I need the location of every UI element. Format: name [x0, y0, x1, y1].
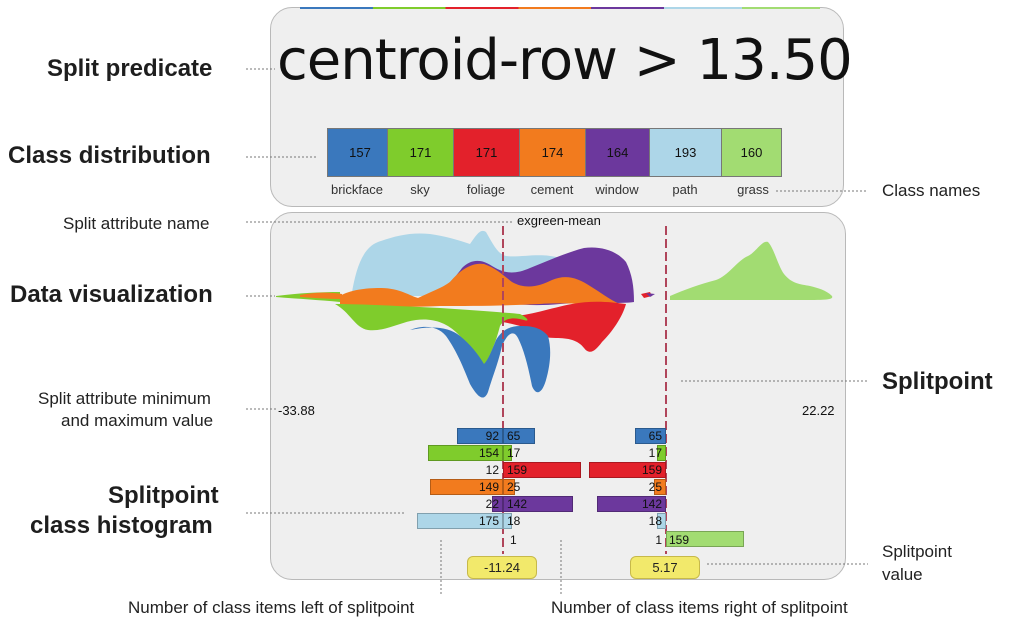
label-splitpoint: Splitpoint — [882, 368, 993, 395]
label-splitpoint-value-line1: Splitpoint — [882, 542, 952, 561]
class-name-window: window — [595, 182, 639, 197]
label-split-predicate: Split predicate — [47, 55, 213, 82]
hist-bar — [428, 445, 503, 461]
hist-count-right: 17 — [507, 446, 521, 460]
stream-grass — [670, 241, 833, 300]
hist-count-left: 65 — [648, 429, 662, 443]
hist-count-right: 1 — [510, 533, 517, 547]
class-name-path: path — [672, 182, 698, 197]
hist-bar — [666, 531, 744, 547]
class-name-foliage: foliage — [466, 182, 506, 197]
class-name-cement: cement — [530, 182, 574, 197]
hist-bar — [417, 513, 503, 529]
class-distribution-window: 164 — [585, 128, 650, 177]
stream-sky — [335, 304, 528, 366]
class-name-brickface: brickface — [330, 182, 384, 197]
label-left-items: Number of class items left of splitpoint — [128, 598, 415, 617]
class-name-grass: grass — [737, 182, 769, 197]
hist-count-left: 154 — [478, 446, 499, 460]
hist-bar — [457, 428, 503, 444]
class-distribution-grass: 160 — [721, 128, 782, 177]
label-right-items: Number of class items right of splitpoin… — [551, 598, 848, 617]
class-distribution-foliage: 171 — [453, 128, 520, 177]
split-attribute-name: exgreen-mean — [517, 213, 601, 228]
hist-bar — [589, 462, 666, 478]
splitpoint-value-left: -11.24 — [467, 556, 537, 579]
hist-count-left: 22 — [485, 497, 499, 511]
label-min-max-line1: Split attribute minimum — [38, 389, 211, 408]
hist-bar — [503, 462, 581, 478]
hist-count-left: 175 — [478, 514, 499, 528]
hist-count-right: 25 — [507, 480, 521, 494]
stream-cement — [340, 263, 620, 307]
class-distribution-path: 193 — [649, 128, 722, 177]
hist-bar — [503, 496, 573, 512]
hist-count-left: 142 — [641, 497, 662, 511]
hist-count-left: 17 — [648, 446, 662, 460]
hist-bar — [503, 513, 512, 529]
label-splitpoint-histogram-line1: Splitpoint — [108, 482, 219, 509]
label-data-visualization: Data visualization — [10, 281, 213, 308]
hist-count-left: 1 — [655, 533, 662, 547]
class-distribution-brickface: 157 — [327, 128, 393, 177]
hist-bar — [492, 496, 503, 512]
hist-count-left: 18 — [648, 514, 662, 528]
attribute-max-value: 22.22 — [802, 403, 835, 418]
stream-mid-marker2 — [646, 293, 655, 297]
stream-left-tail-orange — [300, 292, 342, 299]
hist-count-right: 159 — [669, 533, 690, 547]
splitpoint-value-right: 5.17 — [630, 556, 700, 579]
hist-bar — [503, 445, 512, 461]
attribute-min-value: -33.88 — [278, 403, 315, 418]
hist-bar — [657, 445, 666, 461]
hist-count-left: 92 — [485, 429, 499, 443]
label-class-distribution: Class distribution — [8, 142, 211, 169]
hist-bar — [597, 496, 666, 512]
hist-bar — [635, 428, 666, 444]
hist-count-left: 12 — [485, 463, 499, 477]
hist-count-right: 142 — [507, 497, 528, 511]
color-strip — [300, 7, 820, 9]
hist-count-left: 159 — [641, 463, 662, 477]
label-class-names: Class names — [882, 181, 981, 200]
label-splitpoint-histogram-line2: class histogram — [30, 512, 213, 539]
label-splitpoint-value-line2: value — [882, 565, 923, 584]
hist-bar — [503, 428, 535, 444]
hist-count-left: 25 — [648, 480, 662, 494]
hist-bar — [430, 479, 503, 495]
hist-bar — [503, 479, 515, 495]
hist-count-left: 149 — [478, 480, 499, 494]
stream-brickface — [410, 326, 551, 398]
hist-count-right: 65 — [507, 429, 521, 443]
hist-bar — [654, 479, 666, 495]
class-name-sky: sky — [410, 182, 430, 197]
label-split-attribute-name: Split attribute name — [63, 214, 210, 233]
hist-bar — [657, 513, 666, 529]
hist-count-right: 18 — [507, 514, 521, 528]
label-min-max-line2: and maximum value — [61, 411, 214, 430]
hist-count-right: 159 — [507, 463, 528, 477]
split-predicate-text: centroid-row > 13.50 — [277, 28, 853, 93]
